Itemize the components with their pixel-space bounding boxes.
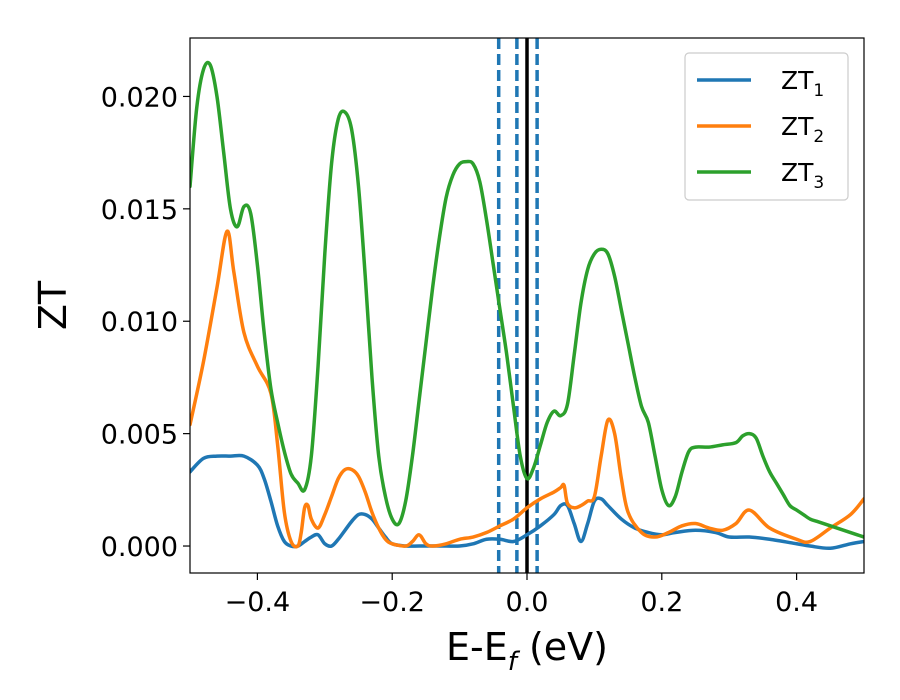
x-tick-label: 0.2	[640, 587, 683, 618]
y-tick-label: 0.005	[101, 420, 178, 451]
legend-box	[684, 52, 849, 201]
y-tick-label: 0.010	[101, 307, 178, 338]
x-tick-label: 0.4	[775, 587, 818, 618]
legend: ZT1 ZT2 ZT3	[684, 52, 849, 201]
y-axis-label: ZT	[31, 280, 75, 330]
x-axis-label-main: E-E	[446, 625, 508, 669]
legend-label-zt2: ZT2	[781, 112, 824, 147]
vertical-marker-lines	[496, 38, 539, 573]
x-axis-label: E-Ef (eV)	[446, 625, 608, 677]
y-tick-label: 0.020	[101, 82, 178, 113]
y-tick-label: 0.000	[101, 532, 178, 563]
series-line-zt3	[190, 60, 864, 539]
legend-label-zt1: ZT1	[781, 66, 824, 101]
legend-label-zt3: ZT3	[781, 158, 824, 193]
series-lines	[190, 60, 864, 551]
series-line-zt2	[190, 229, 864, 549]
x-axis-label-suffix: (eV)	[517, 625, 608, 669]
x-tick-label: −0.2	[359, 587, 425, 618]
x-tick-label: −0.4	[225, 587, 291, 618]
x-axis-ticks: −0.4 −0.2 0.0 0.2 0.4	[225, 573, 818, 618]
series-line-zt1	[190, 453, 864, 551]
y-axis-ticks: 0.000 0.005 0.010 0.015 0.020	[101, 82, 190, 563]
x-tick-label: 0.0	[506, 587, 549, 618]
y-tick-label: 0.015	[101, 195, 178, 226]
